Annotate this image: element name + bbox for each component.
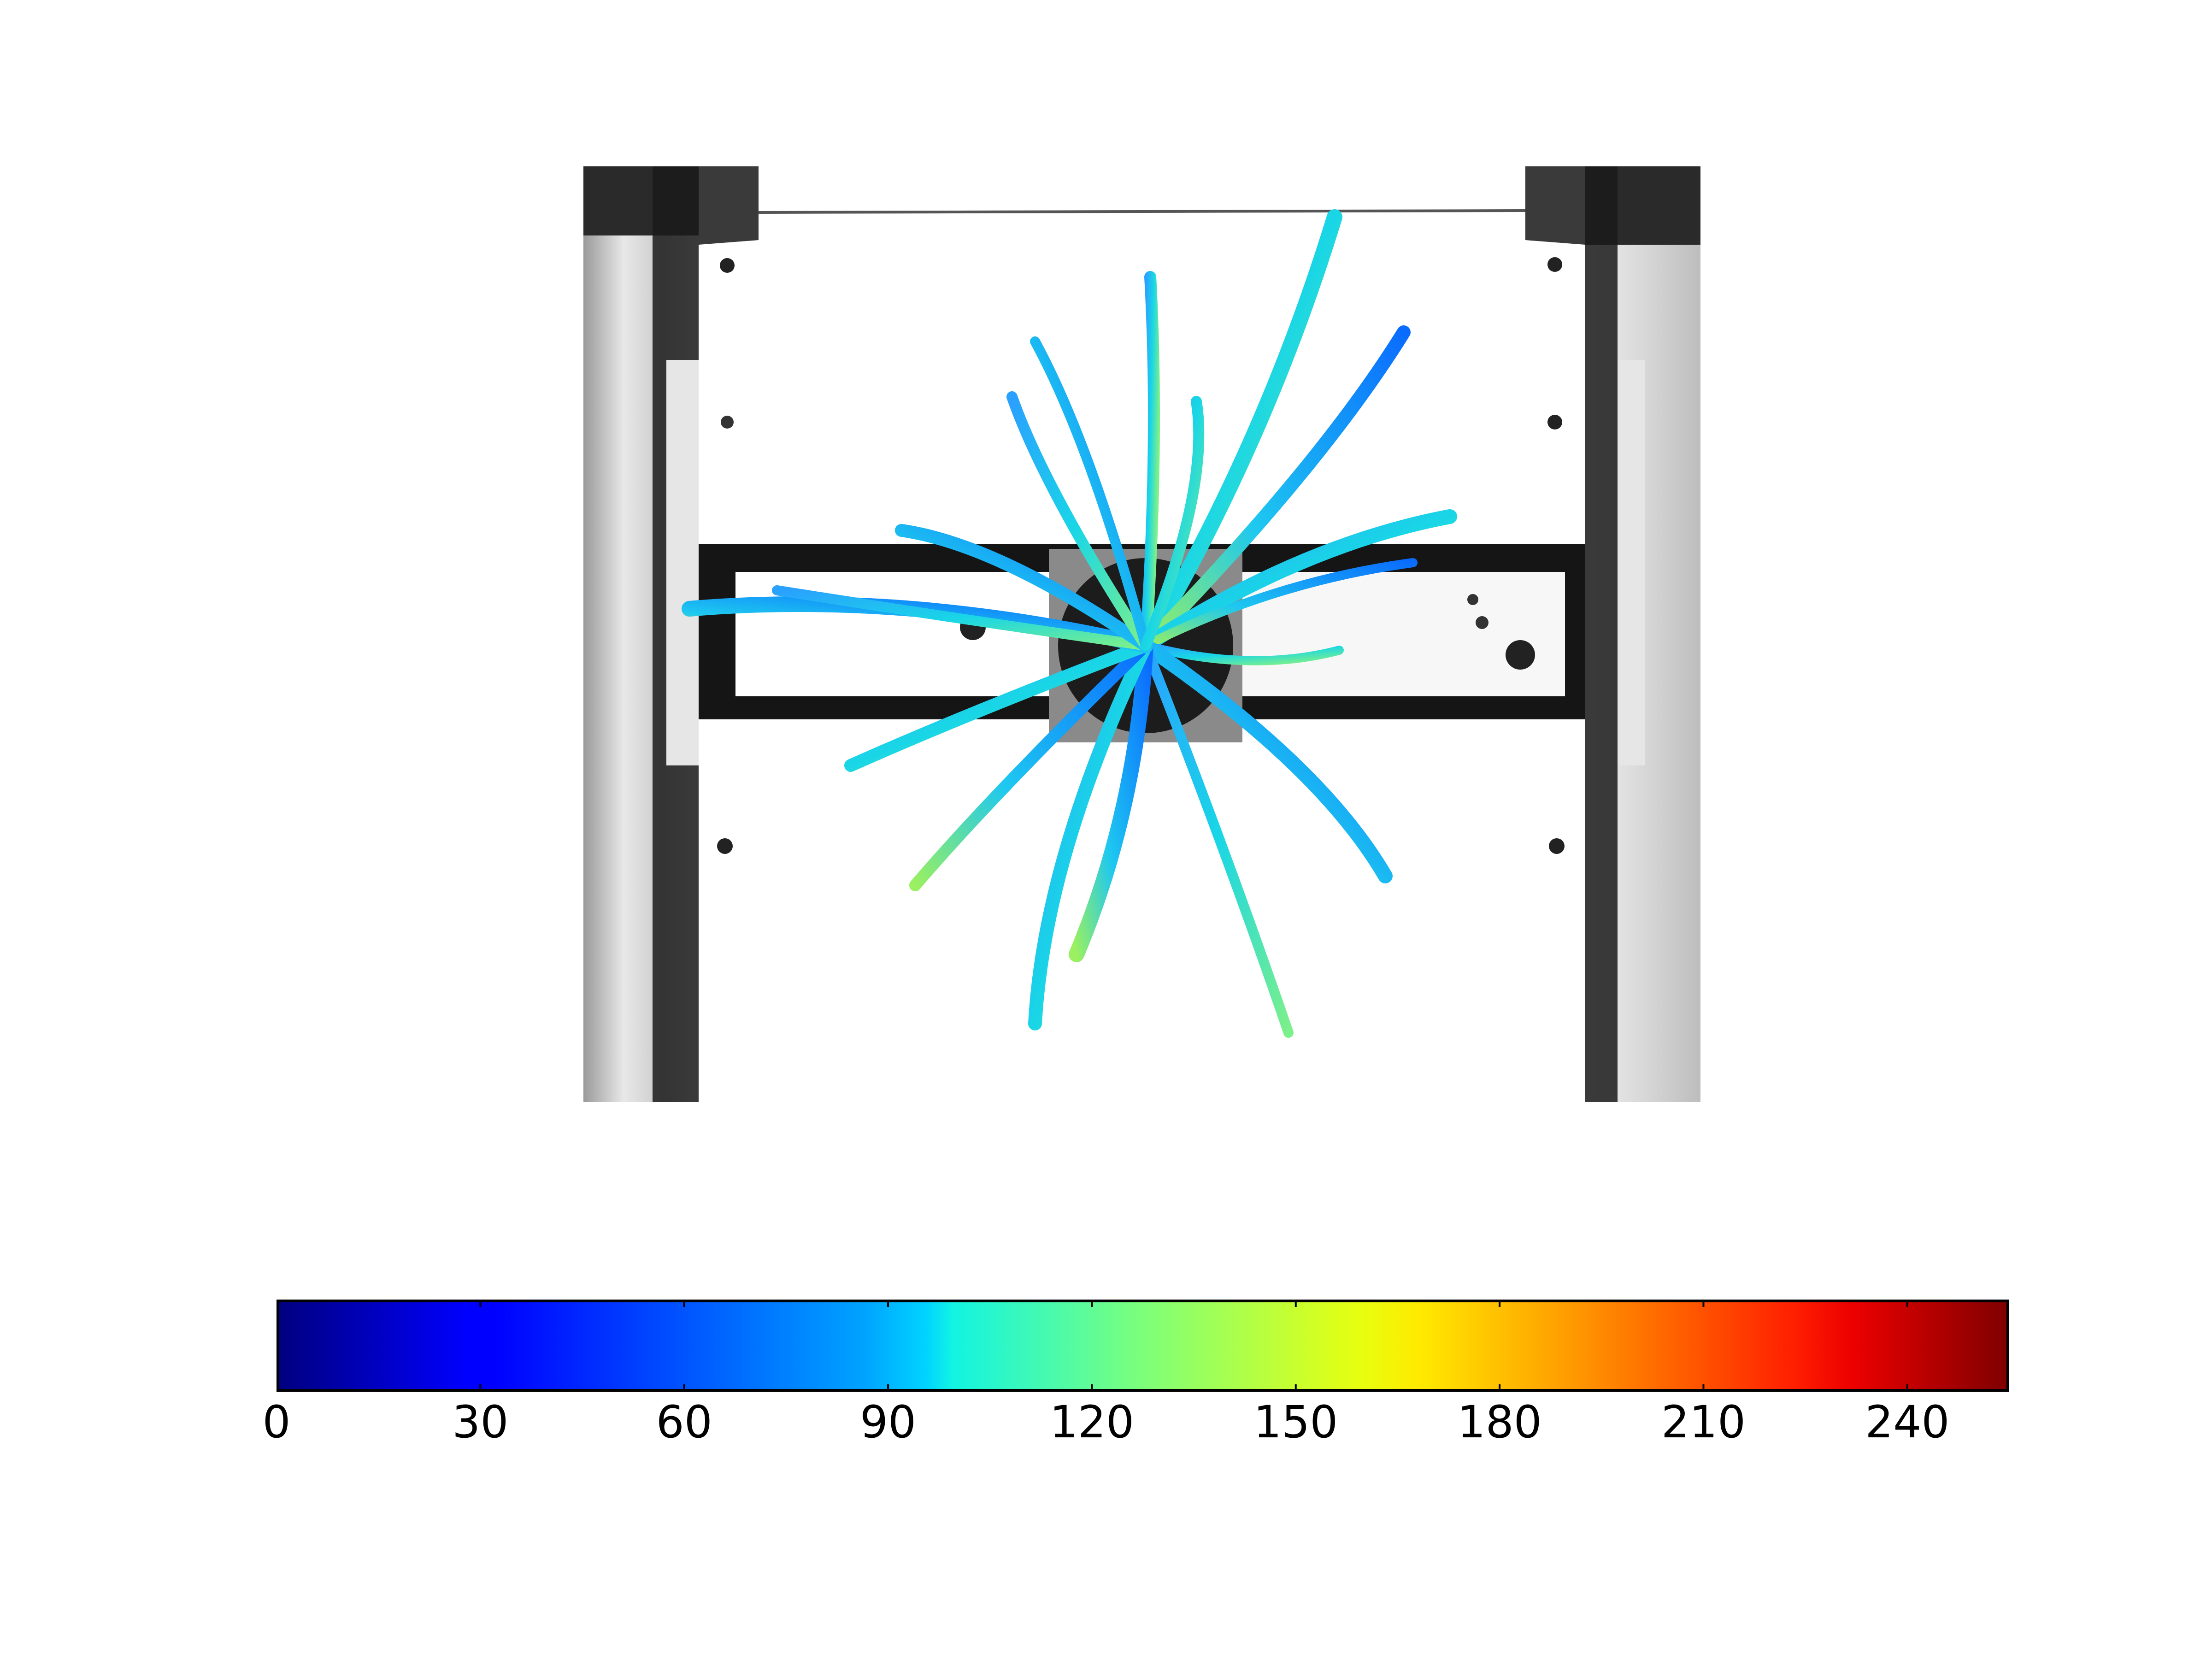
colorbar-tick-label: 30 (452, 1396, 509, 1448)
colorbar-tick-label: 150 (1253, 1396, 1338, 1448)
colorbar-tick-label: 120 (1049, 1396, 1135, 1448)
colorbar-tick-labels: 0 30 60 90 120 150 180 210 240 (262, 1392, 2009, 1484)
colorbar-tick-label: 210 (1661, 1396, 1746, 1448)
colorbar-tick-label: 90 (859, 1396, 917, 1448)
colorbar-tick-label: 0 (262, 1396, 291, 1448)
colorbar-tick-label: 240 (1865, 1396, 1950, 1448)
plant-image (583, 166, 1700, 1102)
colorbar-tick-label: 180 (1457, 1396, 1542, 1448)
colorbar (276, 1300, 2009, 1392)
colorbar-tick-label: 60 (656, 1396, 712, 1448)
